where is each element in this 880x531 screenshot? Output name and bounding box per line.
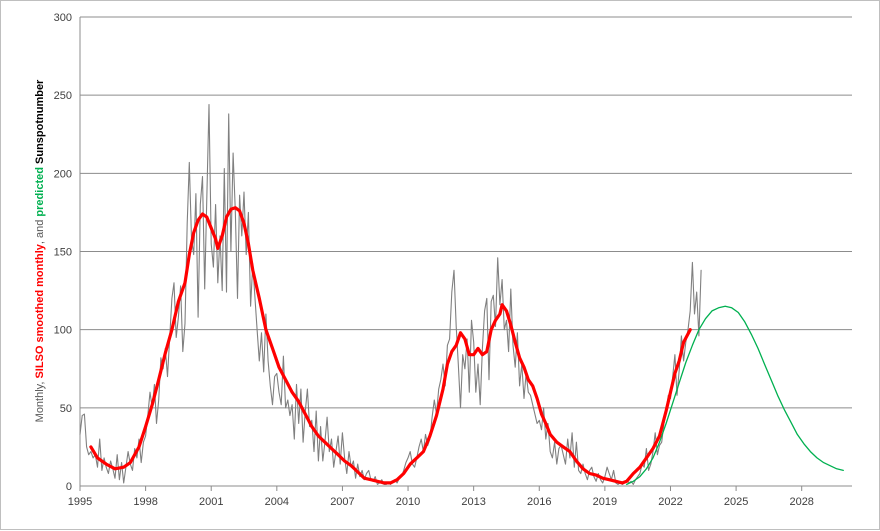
x-tick-2016: 2016 <box>527 496 551 508</box>
series-smoothed-line <box>89 206 692 485</box>
x-tick-2001: 2001 <box>199 496 223 508</box>
grid-lines <box>80 16 852 409</box>
y-label-part-0: Monthly, <box>34 379 46 423</box>
y-tick-0: 0 <box>66 481 72 493</box>
y-tick-100: 100 <box>54 325 72 337</box>
y-tick-50: 50 <box>60 403 72 415</box>
y-tick-labels: 0 50 100 150 200 250 300 <box>54 12 72 493</box>
y-label-part-2: , and <box>34 217 46 245</box>
x-tick-1995: 1995 <box>68 496 92 508</box>
x-tick-2013: 2013 <box>461 496 485 508</box>
y-tick-250: 250 <box>54 90 72 102</box>
y-label-part-1: SILSO smoothed monthly <box>34 243 46 378</box>
series-monthly-line <box>79 103 702 485</box>
x-tick-2007: 2007 <box>330 496 354 508</box>
y-tick-300: 300 <box>54 12 72 24</box>
y-axis-label: Monthly, SILSO smoothed monthly, and pre… <box>34 79 46 422</box>
x-tick-2022: 2022 <box>658 496 682 508</box>
y-label-part-4: Sunspotnumber <box>34 79 46 167</box>
x-tick-2010: 2010 <box>396 496 420 508</box>
x-tick-labels: 1995 1998 2001 2004 2007 2010 2013 2016 2019 2022… <box>68 496 814 508</box>
series-predicted-line <box>626 305 844 486</box>
data-series <box>79 103 844 486</box>
x-tick-2019: 2019 <box>593 496 617 508</box>
y-tick-150: 150 <box>54 247 72 259</box>
x-tick-2028: 2028 <box>789 496 813 508</box>
x-tick-1998: 1998 <box>133 496 157 508</box>
y-label-part-3: predicted <box>34 167 46 217</box>
x-tick-2025: 2025 <box>724 496 748 508</box>
y-tick-200: 200 <box>54 168 72 180</box>
x-tick-2004: 2004 <box>265 496 289 508</box>
axes <box>79 17 852 491</box>
